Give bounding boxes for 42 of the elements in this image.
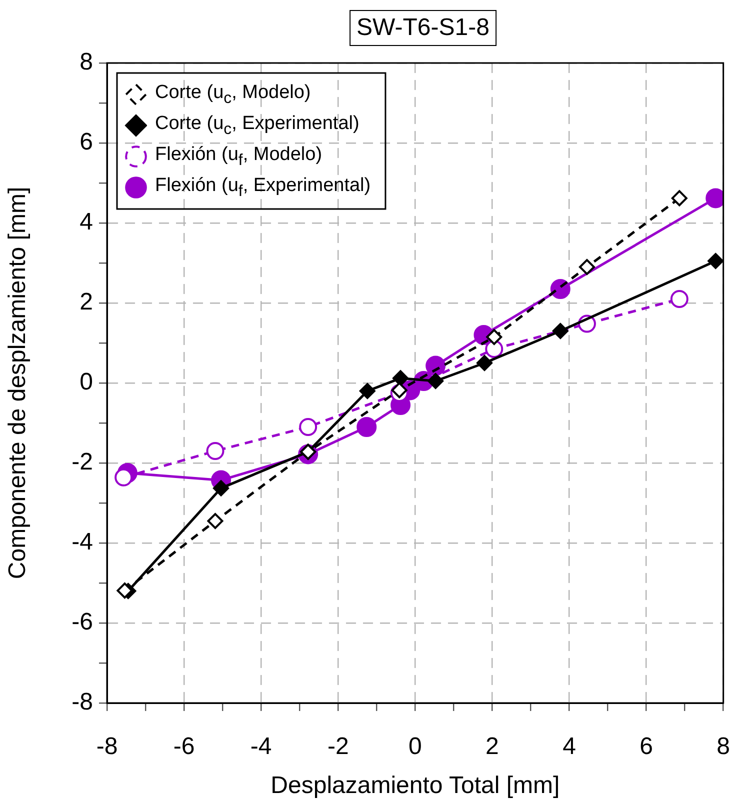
y-tick-label: 8 [80,48,93,76]
point [359,383,376,399]
x-tick-label: 0 [408,733,422,760]
point [670,290,688,308]
point [213,480,230,496]
point [391,382,408,398]
y-tick-label: -2 [72,448,93,476]
y-tick-label: -8 [72,688,93,716]
point [114,468,133,486]
point [426,356,446,376]
legend-label: Flexión (u$_{f}$, Experimental) [155,174,371,200]
y-tick-label: -4 [72,528,93,556]
y-axis-title: Componente de desplzamiento [mm] [4,186,32,580]
point [486,329,502,345]
y-tick-label: 4 [80,208,93,236]
x-tick-label: -4 [250,733,272,760]
y-tick-label: -6 [72,608,93,636]
x-tick-label: -2 [327,733,349,760]
point [299,418,318,436]
point [428,373,444,389]
x-tick-label: 6 [640,733,653,760]
y-tick-label: 2 [80,288,93,316]
x-axis-title: Desplazamiento Total [mm] [270,772,560,800]
legend-label: Corte (u$_{c}$, Experimental) [155,112,360,138]
legend-label: Corte (u$_{c}$, Modelo) [155,82,311,108]
chart-title: SW-T6-S1-8 [350,10,496,46]
point [392,370,409,386]
point [356,417,377,437]
point [476,355,492,371]
x-tick-label: -6 [173,733,195,760]
y-tick-label: 6 [80,128,93,156]
point [207,513,224,529]
point [552,323,568,339]
x-tick-label: 4 [562,733,576,760]
legend-label: Flexión (u$_{f}$, Modelo) [155,144,322,170]
x-tick-label: 8 [716,733,730,760]
x-tick-label: 2 [486,733,499,760]
point [578,259,595,275]
point [206,442,224,460]
point [708,253,724,269]
point [671,190,688,206]
y-tick-label: 0 [80,368,93,396]
